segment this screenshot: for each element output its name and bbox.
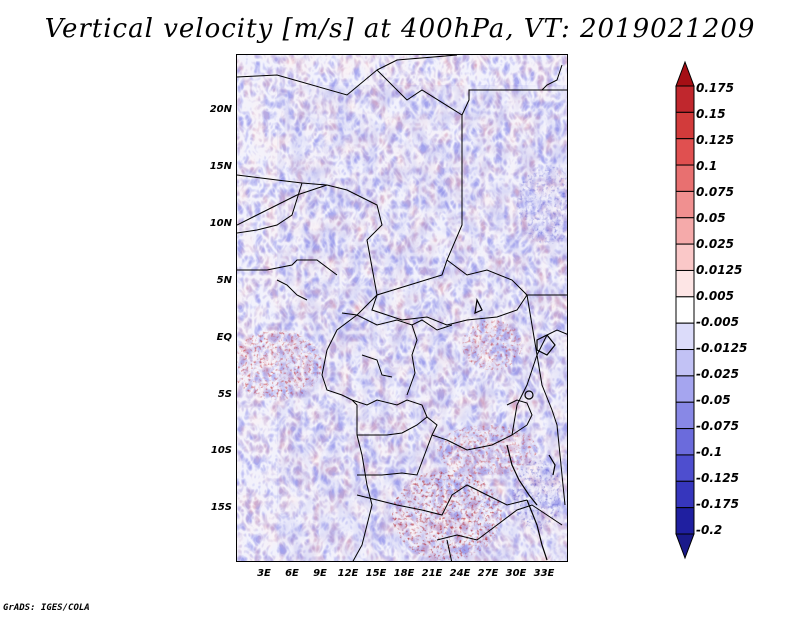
colorbar-label: 0.1 — [696, 159, 718, 173]
colorbar-segment — [675, 322, 695, 351]
colorbar-label: 0.075 — [696, 185, 734, 199]
colorbar-segment — [675, 138, 695, 166]
lon-label-30e: 30E — [505, 568, 527, 579]
colorbar-segment — [675, 401, 695, 430]
colorbar-label: -0.2 — [696, 523, 723, 537]
lat-label-10s: 10S — [210, 445, 232, 456]
colorbar-segment — [675, 217, 695, 245]
lon-label-15e: 15E — [365, 568, 387, 579]
colorbar-label: -0.075 — [696, 419, 739, 433]
footer-credit: GrADS: IGES/COLA — [3, 603, 90, 613]
lon-label-18e: 18E — [393, 568, 415, 579]
colorbar-top-arrow — [675, 60, 695, 87]
lon-label-24e: 24E — [449, 568, 471, 579]
colorbar-label: -0.125 — [696, 471, 739, 485]
colorbar-segment — [675, 269, 695, 298]
lon-label-3e: 3E — [257, 568, 271, 579]
lon-label-9e: 9E — [313, 568, 327, 579]
map-svg — [237, 55, 567, 561]
lat-label-20n: 20N — [209, 104, 232, 115]
colorbar-segment — [675, 85, 695, 113]
colorbar-segment — [675, 111, 695, 140]
colorbar-label: -0.0125 — [696, 341, 748, 355]
lon-label-33e: 33E — [533, 568, 555, 579]
colorbar-segment — [675, 454, 695, 482]
chart-title: Vertical velocity [m/s] at 400hPa, VT: 2… — [44, 14, 756, 44]
colorbar-label: -0.05 — [696, 393, 731, 407]
colorbar-segment — [675, 296, 695, 324]
colorbar-label: -0.025 — [696, 367, 739, 381]
country-borders — [237, 55, 567, 561]
colorbar-label: 0.05 — [696, 211, 726, 225]
colorbar-segment — [675, 164, 695, 192]
colorbar-segment — [675, 190, 695, 219]
lat-label-5n: 5N — [216, 275, 232, 286]
colorbar-segment — [675, 428, 695, 456]
lon-label-27e: 27E — [477, 568, 499, 579]
lon-label-12e: 12E — [337, 568, 359, 579]
colorbar-segment — [675, 349, 695, 377]
colorbar-label: 0.125 — [696, 133, 734, 147]
lon-label-21e: 21E — [421, 568, 443, 579]
lat-label-15n: 15N — [209, 161, 232, 172]
colorbar — [675, 60, 695, 560]
lat-label-10n: 10N — [209, 218, 232, 229]
lat-label-15s: 15S — [210, 502, 232, 513]
colorbar-label: -0.005 — [696, 315, 739, 329]
colorbar-label: -0.175 — [696, 497, 739, 511]
colorbar-label: 0.025 — [696, 237, 734, 251]
colorbar-segment — [675, 375, 695, 403]
colorbar-bottom-arrow — [675, 533, 695, 560]
colorbar-segment — [675, 507, 695, 535]
colorbar-label: 0.005 — [696, 289, 734, 303]
colorbar-label: 0.175 — [696, 81, 734, 95]
colorbar-label: 0.15 — [696, 107, 726, 121]
lakes — [474, 298, 556, 561]
colorbar-segment — [675, 243, 695, 271]
lon-label-6e: 6E — [285, 568, 299, 579]
convective-cells — [237, 165, 567, 560]
colorbar-segment — [675, 480, 695, 509]
lat-label-eq: EQ — [216, 332, 232, 343]
map-panel — [236, 54, 568, 562]
colorbar-label: 0.0125 — [696, 263, 743, 277]
lat-label-5s: 5S — [217, 389, 232, 400]
colorbar-label: -0.1 — [696, 445, 723, 459]
